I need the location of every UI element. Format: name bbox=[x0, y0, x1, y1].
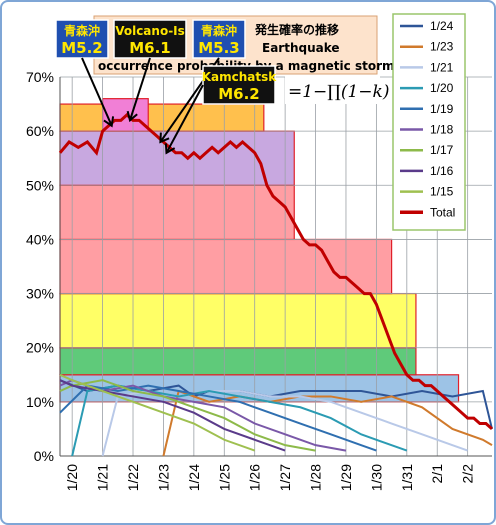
series-total bbox=[58, 112, 493, 431]
total-series bbox=[58, 112, 493, 431]
x-axis-ticks: 1/20 1/21 1/22 1/23 1/24 1/25 1/26 1/27 1/28 1/29… bbox=[64, 464, 475, 491]
band-4 bbox=[59, 184, 295, 241]
series-1-23 bbox=[162, 389, 493, 457]
series-1-15 bbox=[59, 373, 256, 452]
x-tick-label: 1/25 bbox=[216, 464, 232, 491]
band-2 bbox=[59, 292, 417, 349]
y-tick-label: 60% bbox=[26, 123, 54, 139]
x-tick-label: 1/29 bbox=[338, 464, 354, 491]
y-tick-label: 50% bbox=[26, 177, 54, 193]
x-tick-label: 1/24 bbox=[186, 464, 202, 491]
formula: =1−∏(1−k) bbox=[288, 82, 389, 102]
band-1 bbox=[59, 347, 417, 376]
band-6 bbox=[59, 103, 265, 132]
legend-label: 1/21 bbox=[430, 60, 454, 74]
x-tick-label: 1/28 bbox=[308, 464, 324, 491]
legend-label: 1/24 bbox=[430, 19, 454, 33]
x-tick-label: 1/31 bbox=[399, 464, 415, 491]
x-tick-label: 2/2 bbox=[460, 464, 476, 484]
legend: 1/24 1/23 1/21 1/20 1/19 1/18 1/17 1/16 1/15 Tota… bbox=[392, 13, 466, 231]
probability-bands bbox=[59, 98, 460, 403]
x-tick-label: 1/20 bbox=[64, 464, 80, 491]
band-3 bbox=[59, 238, 393, 295]
annotation-arrowhead bbox=[164, 143, 176, 155]
legend-label: 1/18 bbox=[430, 123, 454, 137]
y-tick-label: 70% bbox=[26, 69, 54, 85]
x-tick-label: 2/1 bbox=[429, 464, 445, 484]
x-tick-label: 1/30 bbox=[368, 464, 384, 491]
annotation-arrowhead bbox=[103, 116, 115, 128]
annotation-label-bottom: M6.1 bbox=[129, 39, 171, 57]
annotation-label-top: 青森沖 bbox=[201, 23, 237, 38]
annotation-arrow bbox=[165, 84, 204, 154]
legend-label: 1/19 bbox=[430, 102, 454, 116]
x-tick-label: 1/26 bbox=[247, 464, 263, 491]
daily-series bbox=[59, 373, 493, 457]
series-1-17 bbox=[59, 379, 316, 452]
x-tick-label: 1/22 bbox=[125, 464, 141, 491]
annotation-arrowhead bbox=[159, 132, 170, 144]
y-axis-ticks: 0% 10% 20% 30% 40% 50% 60% 70% bbox=[26, 69, 54, 464]
legend-box bbox=[392, 13, 466, 231]
annotation-label-bottom: M5.2 bbox=[61, 39, 103, 57]
legend-label: 1/20 bbox=[430, 81, 454, 95]
annotation-label-top: 青森沖 bbox=[64, 23, 100, 38]
chart-title: 発生確率の推移 bbox=[254, 22, 339, 37]
annotation-label-top: Kamchatsk bbox=[202, 70, 278, 84]
y-tick-label: 30% bbox=[26, 286, 54, 302]
annotation-arrowhead bbox=[126, 110, 138, 123]
legend-label: 1/17 bbox=[430, 143, 454, 157]
annotation-label-bottom: M5.3 bbox=[198, 39, 240, 57]
y-tick-label: 0% bbox=[34, 448, 54, 464]
legend-label: Total bbox=[430, 205, 455, 219]
x-tick-label: 1/27 bbox=[277, 464, 293, 491]
annotation-label-bottom: M6.2 bbox=[218, 85, 260, 103]
annotation-arrow bbox=[81, 57, 113, 127]
annotation-label-top: Volcano-Is bbox=[115, 24, 185, 38]
series-1-16 bbox=[59, 379, 286, 452]
legend-label: 1/16 bbox=[430, 164, 454, 178]
y-tick-label: 40% bbox=[26, 231, 54, 247]
y-tick-label: 10% bbox=[26, 394, 54, 410]
annotation-arrow bbox=[129, 57, 151, 121]
x-tick-label: 1/23 bbox=[155, 464, 171, 491]
legend-label: 1/23 bbox=[430, 40, 454, 54]
x-tick-label: 1/21 bbox=[95, 464, 111, 491]
y-tick-label: 20% bbox=[26, 340, 54, 356]
chart-subtitle-1: Earthquake bbox=[262, 41, 340, 55]
annotations: 青森沖M5.2Volcano-IsM6.1青森沖M5.3KamchatskM6.… bbox=[55, 19, 278, 155]
legend-label: 1/15 bbox=[430, 185, 454, 199]
